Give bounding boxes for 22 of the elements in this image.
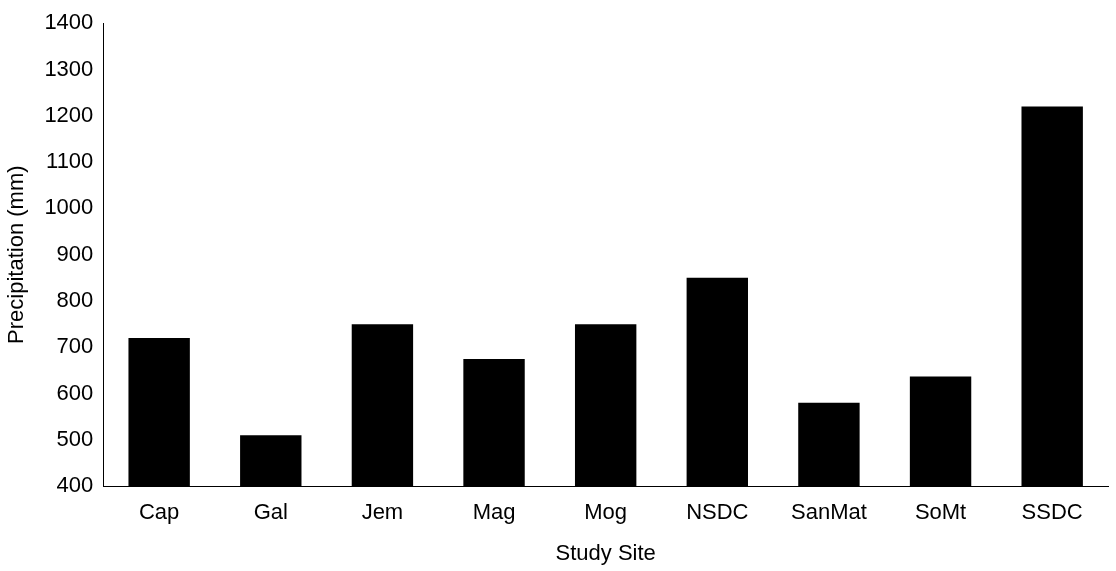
y-tick-label: 1300 <box>44 55 94 81</box>
y-tick-label: 1100 <box>46 148 94 174</box>
x-axis-title: Study Site <box>555 539 656 565</box>
y-axis-title: Precipitation (mm) <box>3 165 29 344</box>
x-tick-label: Mag <box>472 499 516 525</box>
y-tick-label: 1400 <box>44 9 94 35</box>
y-tick-label: 1000 <box>44 194 94 220</box>
x-tick-label: SSDC <box>1021 499 1083 525</box>
x-tick-label: SoMt <box>914 499 967 525</box>
y-tick-label: 600 <box>56 379 94 405</box>
x-tick-label: Jem <box>361 499 404 525</box>
y-tick-label: 1200 <box>44 101 94 127</box>
y-tick-label: 500 <box>56 425 94 451</box>
y-tick-label: 400 <box>56 472 94 498</box>
x-tick-label: NSDC <box>686 499 749 525</box>
x-tick-label: Gal <box>253 499 288 525</box>
x-tick-label: Cap <box>138 499 180 525</box>
y-tick-label: 800 <box>56 287 94 313</box>
x-tick-label: Mog <box>584 499 628 525</box>
y-tick-label: 700 <box>56 333 94 359</box>
y-tick-label: 900 <box>56 240 94 266</box>
x-tick-label: SanMat <box>791 499 867 525</box>
